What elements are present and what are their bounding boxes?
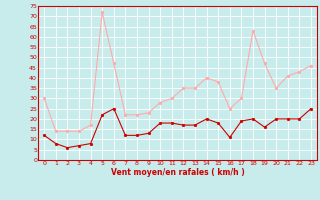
X-axis label: Vent moyen/en rafales ( km/h ): Vent moyen/en rafales ( km/h ) (111, 168, 244, 177)
